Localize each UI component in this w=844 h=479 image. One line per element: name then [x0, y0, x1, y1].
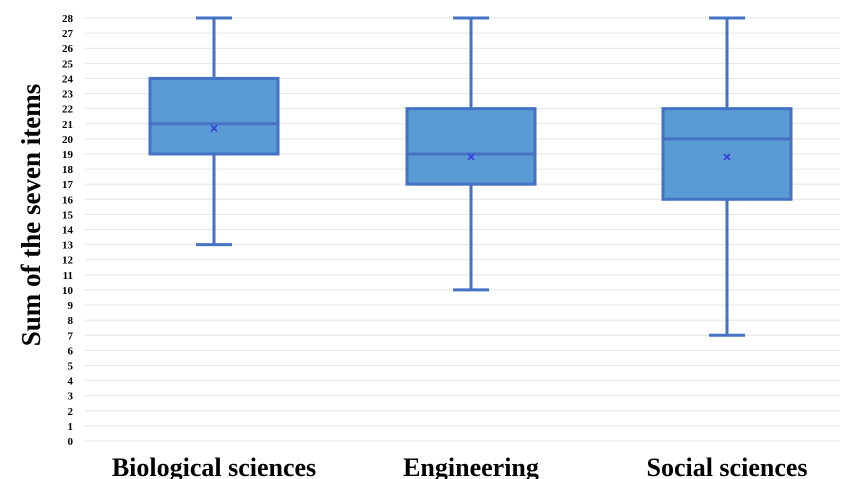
- mean-marker: [467, 153, 475, 161]
- y-tick-label-25: 25: [62, 58, 74, 70]
- y-tick-label-10: 10: [62, 285, 74, 297]
- y-tick-label-1: 1: [68, 421, 74, 433]
- y-tick-label-8: 8: [68, 315, 74, 327]
- x-axis-categories: Biological sciences Engineering Social sci…: [112, 453, 808, 479]
- box-engineering: [405, 16, 537, 292]
- y-tick-label-21: 21: [62, 119, 73, 131]
- box-biological-sciences: [148, 16, 280, 247]
- y-tick-label-12: 12: [62, 255, 74, 267]
- iqr-box: [661, 107, 793, 201]
- y-tick-label-27: 27: [62, 28, 74, 40]
- y-tick-label-19: 19: [62, 149, 74, 161]
- y-tick-label-3: 3: [68, 391, 74, 403]
- iqr-box: [405, 107, 537, 186]
- y-tick-label-7: 7: [68, 330, 74, 342]
- boxes: [148, 16, 793, 337]
- y-tick-label-16: 16: [62, 194, 74, 206]
- mean-marker: [210, 124, 218, 132]
- x-category-label: Biological sciences: [112, 453, 316, 479]
- y-tick-label-20: 20: [62, 134, 74, 146]
- y-tick-label-6: 6: [68, 345, 74, 357]
- mean-marker-stroke-b: [210, 124, 218, 132]
- y-tick-label-4: 4: [68, 376, 74, 388]
- iqr-box: [148, 76, 280, 156]
- y-tick-label-28: 28: [62, 13, 74, 25]
- y-tick-label-18: 18: [62, 164, 74, 176]
- y-tick-label-14: 14: [62, 225, 74, 237]
- y-tick-label-24: 24: [62, 73, 74, 85]
- y-tick-label-22: 22: [62, 104, 74, 116]
- y-axis-label: Sum of the seven items: [16, 84, 46, 346]
- box-social-sciences: [661, 16, 793, 337]
- y-axis-ticks: 0123456789101112131415161718192021222324…: [62, 13, 74, 448]
- x-category-label: Social sciences: [646, 453, 807, 479]
- y-tick-label-13: 13: [62, 240, 74, 252]
- y-tick-label-11: 11: [63, 270, 73, 282]
- y-tick-label-17: 17: [62, 179, 74, 191]
- y-tick-label-2: 2: [68, 406, 74, 418]
- y-tick-label-9: 9: [68, 300, 74, 312]
- mean-marker: [723, 153, 731, 161]
- y-tick-label-23: 23: [62, 89, 74, 101]
- y-tick-label-26: 26: [62, 43, 74, 55]
- mean-marker-stroke-b: [723, 153, 731, 161]
- y-tick-label-15: 15: [62, 209, 74, 221]
- x-category-label: Engineering: [403, 453, 539, 479]
- y-tick-label-5: 5: [68, 360, 74, 372]
- y-tick-label-0: 0: [68, 436, 74, 448]
- mean-marker-stroke-b: [467, 153, 475, 161]
